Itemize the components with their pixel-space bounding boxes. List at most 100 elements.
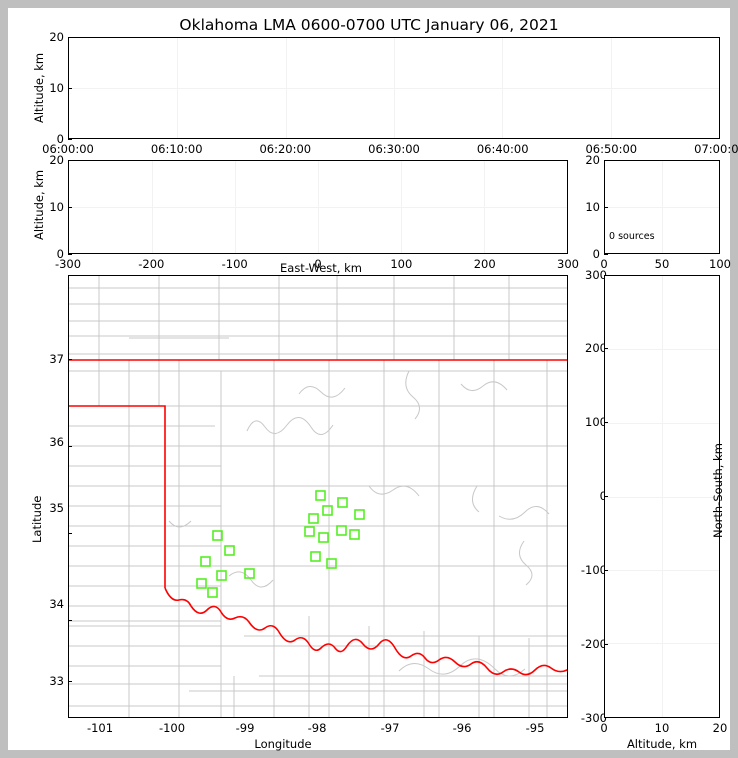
right-ytick-label: 200 bbox=[585, 341, 607, 355]
ytick-label: 37 bbox=[49, 352, 64, 366]
xtick-label: 06:20:00 bbox=[259, 142, 312, 156]
gridline bbox=[605, 643, 719, 645]
ytick-label: 10 bbox=[49, 81, 64, 95]
xtick-label: 0 bbox=[600, 257, 608, 271]
xtick-label: 100 bbox=[709, 257, 731, 271]
xtick-label: -200 bbox=[138, 257, 165, 271]
tick bbox=[68, 37, 72, 38]
panel-map bbox=[68, 275, 568, 718]
tick bbox=[604, 254, 608, 255]
xtick-label: 06:40:00 bbox=[476, 142, 529, 156]
tick bbox=[604, 570, 608, 571]
tick bbox=[68, 254, 72, 255]
ytick-label: 20 bbox=[49, 153, 64, 167]
xtick-label: 0 bbox=[600, 721, 608, 735]
xtick-label: 100 bbox=[390, 257, 413, 271]
gridline bbox=[502, 38, 504, 138]
right-ytick-label: -200 bbox=[580, 637, 607, 651]
ytick-label: 0 bbox=[592, 247, 600, 261]
panel2-ylabel: Altitude, km bbox=[32, 169, 46, 240]
xtick-label: 07:00:00 bbox=[694, 142, 738, 156]
xtick-label: -101 bbox=[86, 721, 114, 735]
right-ytick-label: -100 bbox=[580, 563, 607, 577]
xtick-label: -96 bbox=[452, 721, 472, 735]
map-xlabel: Longitude bbox=[254, 737, 312, 751]
map-geometry bbox=[69, 276, 567, 717]
ytick-label: 33 bbox=[49, 674, 64, 688]
right-ytick-label: 300 bbox=[585, 268, 607, 282]
tick bbox=[604, 422, 608, 423]
ytick-label: 0 bbox=[56, 132, 64, 146]
right-ytick-label: -300 bbox=[580, 711, 607, 725]
tick bbox=[604, 207, 608, 208]
gridline bbox=[285, 38, 287, 138]
tick bbox=[68, 139, 72, 140]
gridline bbox=[605, 569, 719, 571]
figure-canvas: Oklahoma LMA 0600-0700 UTC January 06, 2… bbox=[8, 8, 738, 751]
gridline bbox=[177, 38, 179, 138]
lma-station-markers bbox=[196, 490, 365, 598]
xtick-label: -100 bbox=[158, 721, 186, 735]
ytick-label: 10 bbox=[49, 200, 64, 214]
tick bbox=[604, 348, 608, 349]
xtick-label: 06:30:00 bbox=[368, 142, 420, 156]
gridline bbox=[605, 422, 719, 424]
ytick-label: 10 bbox=[585, 200, 600, 214]
xtick-label: 06:10:00 bbox=[150, 142, 203, 156]
gridline bbox=[400, 161, 402, 253]
ytick-label: 20 bbox=[585, 153, 600, 167]
xtick-label: -95 bbox=[525, 721, 545, 735]
gridline bbox=[483, 161, 485, 253]
gridline bbox=[605, 496, 719, 498]
panel-eastwest-altitude bbox=[68, 160, 568, 254]
gridline bbox=[151, 161, 153, 253]
xtick-label: -97 bbox=[380, 721, 400, 735]
panel1-ylabel: Altitude, km bbox=[32, 52, 46, 123]
ytick-label: 0 bbox=[56, 247, 64, 261]
gridline bbox=[605, 349, 719, 351]
ytick-label: 36 bbox=[49, 435, 64, 449]
tick bbox=[604, 644, 608, 645]
gridline bbox=[318, 161, 319, 253]
map-ylabel: Latitude bbox=[30, 495, 44, 543]
tick bbox=[68, 160, 72, 161]
ytick-label: 20 bbox=[49, 30, 64, 44]
xtick-label: 300 bbox=[557, 257, 579, 271]
xtick-label: 200 bbox=[473, 257, 496, 271]
tick bbox=[68, 620, 72, 621]
figure-title: Oklahoma LMA 0600-0700 UTC January 06, 2… bbox=[179, 16, 559, 34]
xtick-label: -100 bbox=[221, 257, 248, 271]
xtick-label: 50 bbox=[654, 257, 670, 271]
xtick-label: -300 bbox=[54, 257, 82, 271]
tick bbox=[68, 681, 72, 682]
xtick-label: 10 bbox=[654, 721, 670, 735]
panel2-xlabel: East-West, km bbox=[280, 261, 362, 275]
xtick-label: -99 bbox=[235, 721, 255, 735]
xtick-label: 20 bbox=[712, 721, 728, 735]
gridline bbox=[394, 38, 395, 138]
tick bbox=[604, 496, 608, 497]
xtick-label: 0 bbox=[314, 257, 322, 271]
right-ytick-label: 0 bbox=[571, 489, 607, 503]
ytick-label: 35 bbox=[49, 501, 64, 515]
panel5-right-ylabel: North-South, km bbox=[711, 443, 725, 538]
ytick-label: 34 bbox=[49, 597, 64, 611]
tick bbox=[68, 446, 72, 447]
panel-source-histogram: 0 sources bbox=[604, 160, 720, 254]
tick bbox=[68, 359, 72, 360]
xtick-label: 06:00:00 bbox=[42, 142, 94, 156]
gridline bbox=[234, 161, 236, 253]
source-count-annotation: 0 sources bbox=[609, 231, 655, 242]
panel-altitude-northsouth bbox=[604, 275, 720, 718]
gridline bbox=[610, 38, 612, 138]
panel5-xlabel: Altitude, km bbox=[626, 737, 698, 751]
tick bbox=[68, 88, 72, 89]
tick bbox=[604, 160, 608, 161]
xtick-label: 06:50:00 bbox=[585, 142, 638, 156]
right-ytick-label: 100 bbox=[585, 415, 607, 429]
xtick-label: -98 bbox=[307, 721, 327, 735]
tick bbox=[68, 207, 72, 208]
gridline bbox=[662, 161, 663, 253]
panel-time-altitude bbox=[68, 37, 720, 139]
tick bbox=[68, 533, 72, 534]
